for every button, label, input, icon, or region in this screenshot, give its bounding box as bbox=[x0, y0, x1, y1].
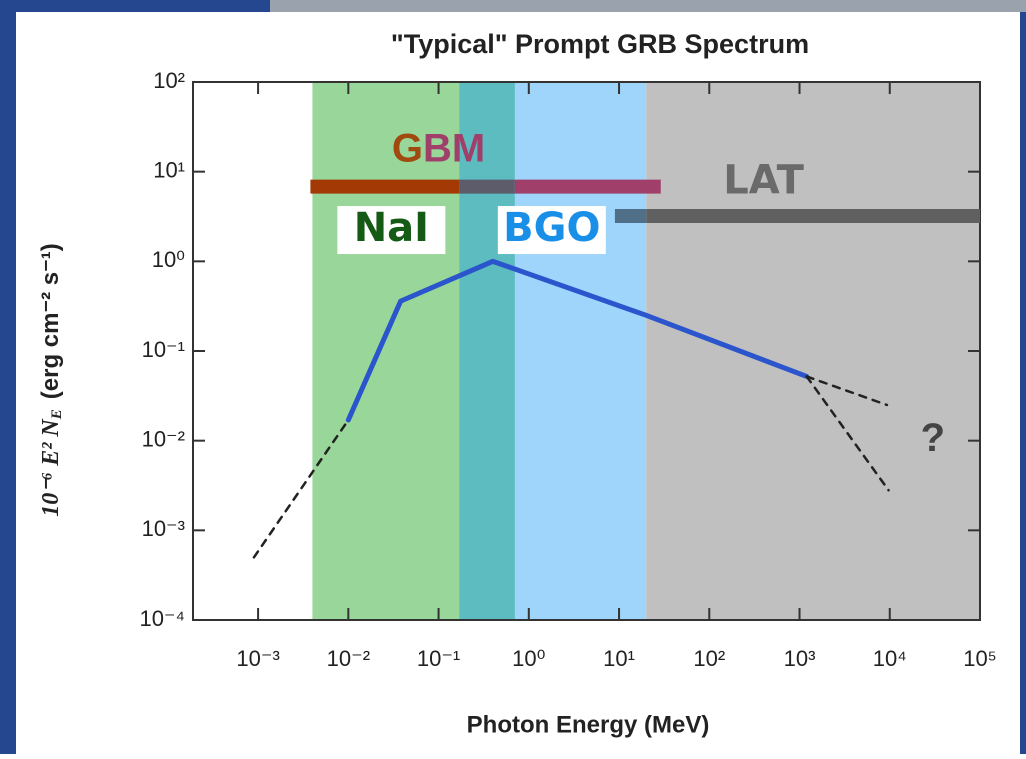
x-axis-label: Photon Energy (MeV) bbox=[467, 711, 710, 738]
y-tick-label: 10⁻² bbox=[142, 426, 185, 451]
spectrum-line bbox=[345, 258, 810, 423]
chart-title: "Typical" Prompt GRB Spectrum bbox=[391, 29, 809, 59]
instrument-label: LAT bbox=[723, 158, 804, 204]
plot: 10⁻³ 10⁻² 10⁻¹ 10⁰ 10¹ 10² 10³ 10⁴ 10⁵ 10⁻⁴ 10⁻³ 10… bbox=[139, 68, 996, 671]
x-tick-label: 10⁵ bbox=[963, 646, 997, 671]
top-photo-strip bbox=[270, 0, 1026, 12]
y-tick-label: 10⁻¹ bbox=[142, 337, 185, 362]
left-frame bbox=[0, 0, 16, 754]
gbm-label-part: BM bbox=[423, 126, 485, 170]
y-tick-label: 10⁰ bbox=[152, 247, 185, 272]
y-axis-label: 10⁻⁶ E² NE (erg cm⁻² s⁻¹) bbox=[37, 243, 65, 517]
y-label-units: (erg cm⁻² s⁻¹) bbox=[37, 243, 64, 399]
instrument-band bbox=[646, 82, 980, 620]
x-tick-label: 10³ bbox=[784, 646, 816, 671]
x-tick-label: 10⁻² bbox=[327, 646, 370, 671]
x-tick-label: 10⁻³ bbox=[236, 646, 279, 671]
label-box bbox=[337, 206, 446, 255]
instrument-label: NaI bbox=[354, 205, 429, 251]
x-tick-label: 10⁴ bbox=[873, 646, 907, 671]
x-tick-label: 10¹ bbox=[603, 646, 635, 671]
y-tick-label: 10² bbox=[153, 68, 185, 93]
y-tick-label: 10⁻⁴ bbox=[139, 606, 185, 631]
y-tick-label: 10⁻³ bbox=[142, 516, 185, 541]
spectrum-line bbox=[252, 418, 350, 559]
label-box bbox=[497, 206, 606, 255]
gbm-label-part: G bbox=[392, 126, 423, 170]
annotation: ? bbox=[921, 416, 945, 460]
x-tick-label: 10⁻¹ bbox=[417, 646, 460, 671]
gbm-label: GBM bbox=[392, 126, 485, 170]
y-label-sub: E bbox=[49, 409, 65, 420]
x-tick-label: 10⁰ bbox=[512, 646, 545, 671]
band-overlap bbox=[459, 82, 515, 620]
x-tick-label: 10² bbox=[693, 646, 725, 671]
spectrum-line bbox=[805, 375, 890, 492]
spectrum-line bbox=[805, 375, 889, 407]
y-tick-label: 10¹ bbox=[153, 157, 185, 182]
instrument-label: BGO bbox=[503, 205, 600, 251]
y-label-math: 10⁻⁶ E² N bbox=[38, 418, 64, 517]
right-frame bbox=[1020, 12, 1026, 754]
